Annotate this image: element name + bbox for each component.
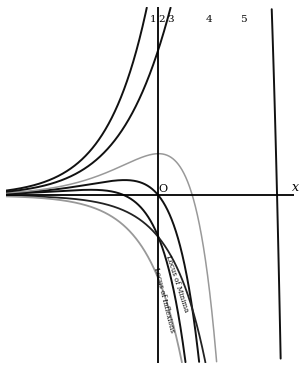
Text: O: O xyxy=(158,184,167,194)
Text: 5: 5 xyxy=(240,15,247,24)
Text: Locus of Minima: Locus of Minima xyxy=(164,254,190,313)
Text: x: x xyxy=(292,181,299,194)
Text: 4: 4 xyxy=(206,15,213,24)
Text: 3: 3 xyxy=(167,15,174,24)
Text: 1: 1 xyxy=(150,15,157,24)
Text: Locus of Inflexions: Locus of Inflexions xyxy=(152,266,176,333)
Text: 2: 2 xyxy=(158,15,165,24)
